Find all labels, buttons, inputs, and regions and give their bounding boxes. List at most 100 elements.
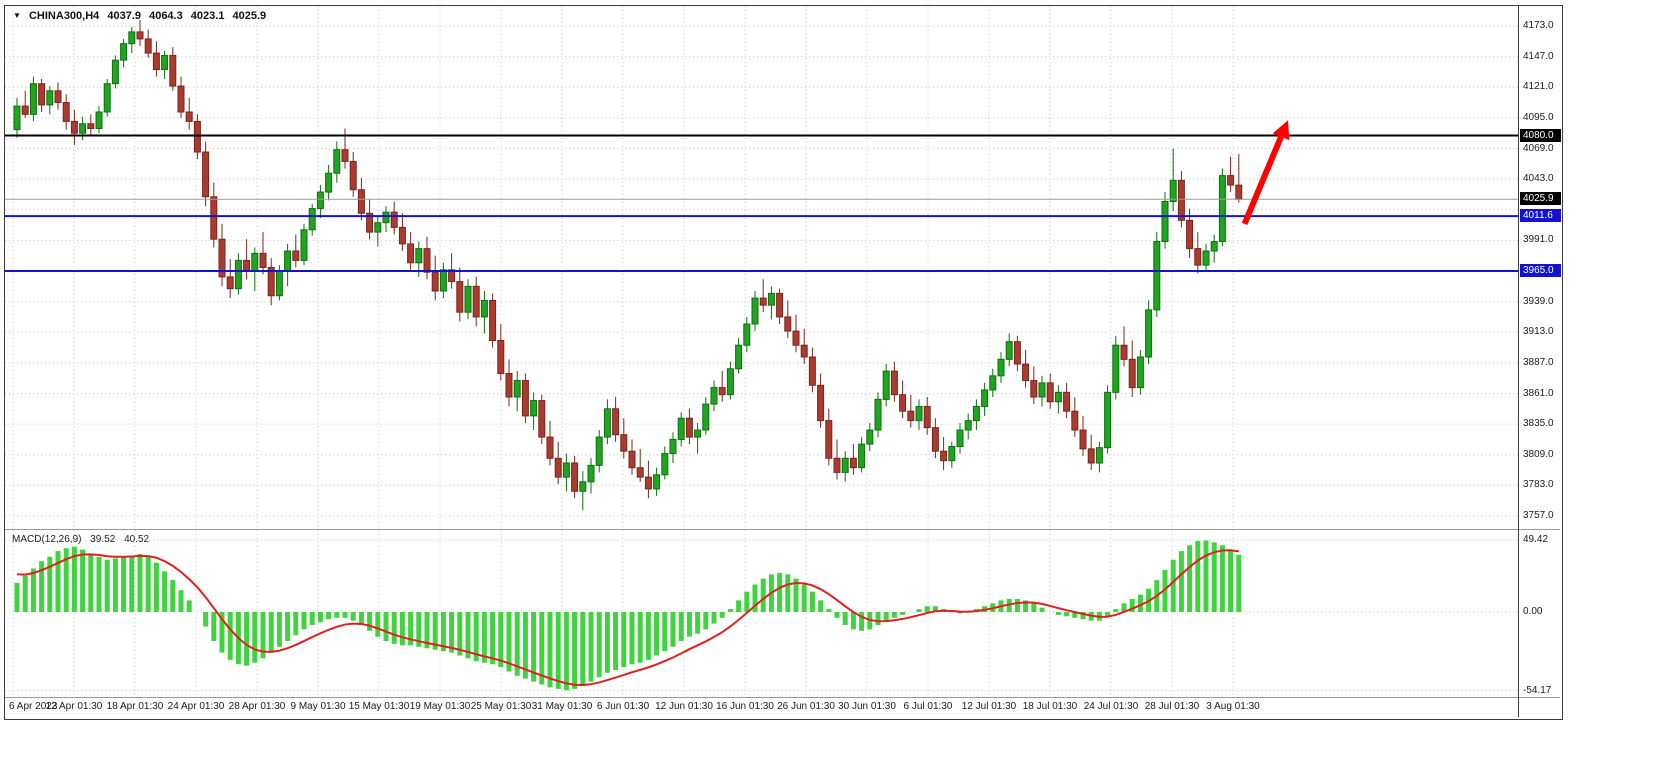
time-label: 16 Jun 01:30	[716, 701, 774, 712]
candle-body	[38, 83, 46, 106]
time-label: 15 May 01:30	[348, 701, 410, 712]
candle-body	[46, 90, 54, 106]
candle-body	[95, 111, 103, 129]
candle-body	[439, 269, 447, 292]
candle-body	[136, 31, 144, 40]
candle-body	[144, 38, 152, 54]
candle-body	[767, 292, 775, 306]
candle-body	[382, 211, 390, 224]
price-tick-label: 3783.0	[1523, 479, 1554, 491]
candle-body	[579, 481, 587, 492]
candle-body	[956, 429, 964, 448]
price-tick-label: 3835.0	[1523, 418, 1554, 430]
candle-body	[415, 248, 423, 264]
macd-indicator-label: MACD(12,26,9) 39.52 40.52	[12, 534, 155, 545]
candle-body	[866, 429, 874, 445]
candle-body	[595, 436, 603, 466]
candle-body	[571, 462, 579, 492]
candle-body	[1095, 447, 1103, 464]
candle-body	[87, 123, 95, 129]
candle-body	[357, 189, 365, 214]
candle-body	[874, 398, 882, 431]
symbol-timeframe-label: CHINA300,H4	[28, 10, 100, 22]
candle-body	[374, 222, 382, 233]
candle-body	[1112, 344, 1120, 393]
candle-body	[718, 387, 726, 396]
candle-body	[152, 52, 160, 71]
candle-body	[628, 450, 636, 469]
price-tick-label: 4147.0	[1523, 50, 1554, 62]
candle-body	[111, 59, 119, 85]
candle-body	[1202, 250, 1210, 266]
macd-tick-label: 49.42	[1523, 534, 1549, 546]
candle-body	[907, 410, 915, 422]
candle-body	[202, 151, 210, 198]
candle-body	[841, 457, 849, 473]
price-tick-label: 4173.0	[1523, 20, 1554, 31]
price-tick-label: 3861.0	[1523, 387, 1554, 399]
candle-body	[177, 85, 185, 113]
symbol-marker-icon: ▼	[13, 11, 21, 20]
time-label: 12 Jun 01:30	[655, 701, 713, 712]
candle-body	[128, 31, 136, 45]
candle-body	[882, 370, 890, 400]
candle-body	[1194, 248, 1202, 266]
ohlc-high: 4064.3	[149, 10, 183, 22]
candle-body	[275, 270, 283, 297]
candle-body	[185, 111, 193, 122]
macd-tick-label: -54.17	[1523, 684, 1552, 696]
candle-body	[169, 54, 177, 87]
candle-body	[1013, 341, 1021, 365]
candle-body	[1128, 358, 1136, 389]
candle-body	[79, 123, 87, 134]
candle-body	[1063, 391, 1071, 412]
candle-body	[366, 212, 374, 233]
candle-body	[546, 436, 554, 459]
time-label: 12 Apr 01:30	[45, 701, 103, 712]
time-label: 19 May 01:30	[409, 701, 471, 712]
candle-body	[981, 389, 989, 407]
candle-body	[653, 474, 661, 490]
candle-body	[587, 464, 595, 483]
candle-body	[284, 250, 292, 272]
candle-body	[792, 330, 800, 346]
price-axis: 4173.0 4147.0 4121.0 4095.0 4069.0 4043.0 3991…	[1519, 6, 1561, 717]
candle-body	[1169, 179, 1177, 203]
candle-body	[751, 297, 759, 325]
time-label: 6 Jun 01:30	[596, 701, 650, 712]
pane-separator-main[interactable]	[5, 529, 1560, 530]
time-label: 24 Jul 01:30	[1083, 701, 1139, 712]
candle-body	[349, 160, 357, 191]
candle-body	[161, 54, 169, 71]
candle-body	[333, 149, 341, 174]
candle-body	[13, 105, 21, 131]
chart-header: ▼ CHINA300,H4 4037.9 4064.3 4023.1 4025.…	[13, 10, 271, 22]
macd-indicator-pane[interactable]	[5, 530, 1518, 697]
candle-body	[776, 292, 784, 318]
candle-body	[300, 229, 308, 261]
candle-body	[423, 248, 431, 273]
pane-separator-macd[interactable]	[5, 697, 1560, 698]
candle-body	[940, 450, 948, 462]
candle-body	[308, 208, 316, 231]
candle-body	[103, 83, 111, 113]
candle-body	[685, 417, 693, 438]
time-label: 6 Apr 2023	[9, 701, 58, 712]
candle-body	[825, 420, 833, 459]
candle-body	[636, 467, 644, 478]
candle-body	[70, 120, 78, 134]
price-chart-pane[interactable]	[5, 6, 1518, 529]
candle-body	[120, 43, 128, 61]
candle-body	[694, 429, 702, 438]
support-lower-line-price-tag: 3965.0	[1520, 264, 1561, 277]
candle-body	[948, 446, 956, 462]
candle-body	[661, 453, 669, 476]
candle-body	[497, 339, 505, 374]
candle-body	[1054, 391, 1062, 403]
time-label: 28 Apr 01:30	[228, 701, 286, 712]
price-tick-label: 4095.0	[1523, 111, 1554, 123]
price-tick-label: 3757.0	[1523, 510, 1554, 521]
candle-body	[21, 105, 29, 115]
candle-body	[234, 259, 242, 290]
